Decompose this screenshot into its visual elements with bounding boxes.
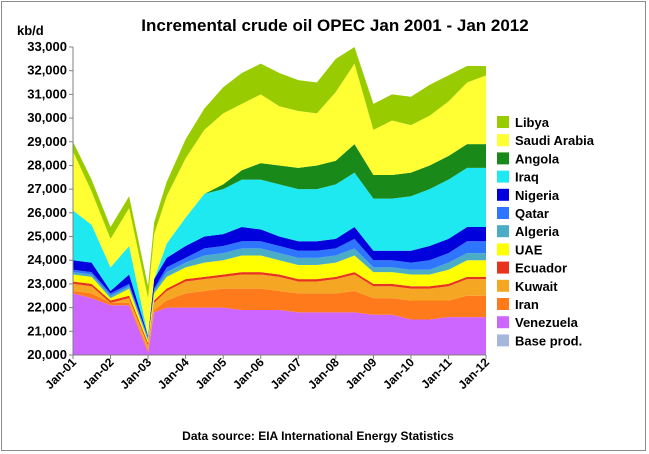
- legend-label: Angola: [515, 151, 560, 166]
- legend-swatch: [497, 134, 509, 147]
- area-kuwait: [73, 274, 486, 351]
- legend-item: Venezuela: [497, 315, 579, 330]
- legend-item: Algeria: [497, 224, 560, 239]
- y-tick-label: 29,000: [27, 134, 67, 149]
- legend-label: Kuwait: [515, 279, 558, 294]
- legend-item: Libya: [497, 115, 550, 130]
- y-tick-label: 26,000: [27, 205, 67, 220]
- legend-item: Iraq: [497, 170, 539, 185]
- y-tick-label: 23,000: [27, 276, 67, 291]
- legend-label: Iran: [515, 297, 539, 312]
- x-tick-label: Jan-06: [230, 355, 267, 392]
- legend-swatch: [497, 298, 509, 310]
- legend-item: Ecuador: [497, 261, 567, 276]
- area-saudi-arabia: [73, 63, 486, 337]
- legend-item: Base prod.: [497, 333, 582, 348]
- legend-swatch: [497, 243, 509, 256]
- legend: Libya Saudi Arabia Angola Iraq Nigeria Qatar A…: [497, 115, 595, 348]
- y-tick-label: 30,000: [27, 110, 67, 125]
- legend-label: Ecuador: [515, 261, 567, 276]
- x-tick-label: Jan-11: [418, 355, 455, 392]
- legend-label: Nigeria: [515, 188, 560, 203]
- y-tick-label: 31,000: [27, 86, 67, 101]
- x-tick-label: Jan-09: [343, 355, 380, 392]
- y-tick-label: 33,000: [27, 39, 67, 54]
- legend-label: Base prod.: [515, 333, 582, 348]
- y-axis-label: kb/d: [17, 23, 44, 38]
- area-nigeria: [73, 227, 486, 338]
- y-tick-label: 20,000: [27, 347, 67, 362]
- legend-item: UAE: [497, 242, 543, 257]
- legend-swatch: [497, 279, 509, 292]
- legend-item: Saudi Arabia: [497, 133, 595, 148]
- legend-swatch: [497, 152, 509, 165]
- legend-item: Kuwait: [497, 279, 558, 294]
- legend-swatch: [497, 116, 509, 128]
- x-tick-label: Jan-07: [268, 355, 305, 392]
- legend-label: Qatar: [515, 206, 549, 221]
- area-iran: [73, 288, 486, 353]
- x-tick-label: Jan-12: [455, 355, 492, 392]
- x-tick-label: Jan-05: [193, 355, 230, 392]
- area-algeria: [73, 248, 486, 341]
- legend-item: Iran: [497, 297, 539, 312]
- x-tick-label: Jan-04: [155, 355, 192, 392]
- legend-swatch: [497, 225, 509, 238]
- legend-label: UAE: [515, 242, 543, 257]
- legend-label: Iraq: [515, 170, 539, 185]
- x-tick-label: Jan-02: [80, 355, 117, 392]
- x-tick-label: Jan-10: [380, 355, 417, 392]
- legend-label: Venezuela: [515, 315, 579, 330]
- legend-swatch: [497, 188, 509, 201]
- y-tick-label: 24,000: [27, 252, 67, 267]
- data-source-note: Data source: EIA International Energy St…: [182, 429, 454, 443]
- legend-label: Saudi Arabia: [515, 133, 595, 148]
- y-tick-label: 21,000: [27, 323, 67, 338]
- stacked-areas: [73, 47, 486, 355]
- legend-swatch: [497, 316, 509, 329]
- legend-swatch: [497, 207, 509, 219]
- legend-item: Angola: [497, 151, 560, 166]
- legend-item: Nigeria: [497, 188, 560, 203]
- legend-label: Algeria: [515, 224, 560, 239]
- area-uae: [73, 255, 486, 344]
- legend-label: Libya: [515, 115, 550, 130]
- y-tick-label: 32,000: [27, 63, 67, 78]
- area-qatar: [73, 238, 486, 339]
- y-tick-label: 25,000: [27, 229, 67, 244]
- legend-swatch: [497, 334, 509, 347]
- y-tick-label: 27,000: [27, 181, 67, 196]
- legend-item: Qatar: [497, 206, 549, 221]
- area-venezuela: [73, 293, 486, 355]
- chart-title: Incremental crude oil OPEC Jan 2001 - Ja…: [141, 16, 528, 35]
- legend-swatch: [497, 170, 509, 183]
- y-tick-label: 28,000: [27, 157, 67, 172]
- area-libya: [73, 47, 486, 299]
- legend-swatch: [497, 261, 509, 274]
- y-tick-label: 22,000: [27, 300, 67, 315]
- x-tick-label: Jan-03: [117, 355, 154, 392]
- area-iraq: [73, 167, 486, 337]
- area-angola: [73, 144, 486, 337]
- x-tick-label: Jan-08: [305, 355, 342, 392]
